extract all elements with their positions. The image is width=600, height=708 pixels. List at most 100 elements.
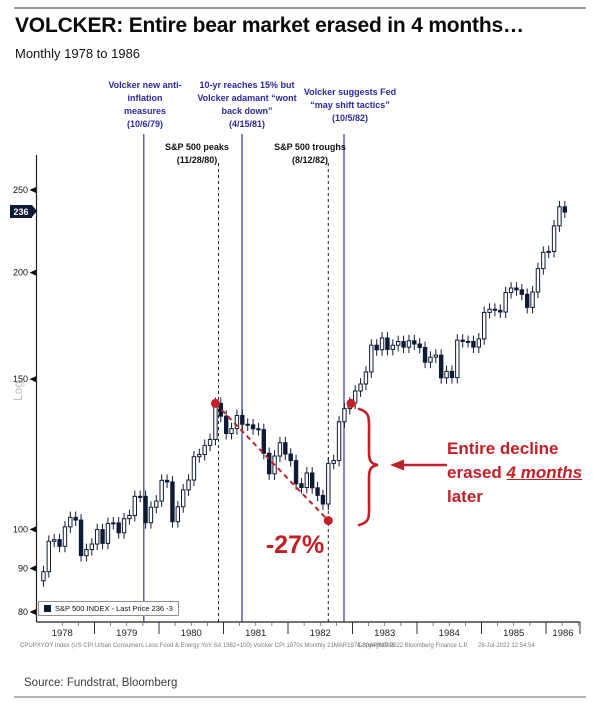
event-lines: [143, 134, 345, 622]
erased-brace: [357, 407, 379, 527]
candle-up: [557, 206, 562, 227]
candle-up: [326, 462, 331, 505]
candle-down: [460, 339, 465, 342]
candle-down: [143, 495, 148, 524]
annotation-shift-tactics: Volcker suggests Fed “may shift tactics”…: [303, 87, 397, 124]
candle-down: [261, 429, 267, 454]
candle-down: [449, 370, 455, 379]
x-axis-year-label: 1979: [116, 628, 137, 639]
candle-down: [320, 494, 326, 505]
candle-up: [363, 371, 369, 385]
candle-down: [309, 472, 315, 489]
candle-down: [412, 340, 417, 345]
y-axis-tick-label: 200: [13, 268, 28, 278]
page-subtitle: Monthly 1978 to 1986: [15, 46, 141, 61]
candle-up: [207, 438, 213, 446]
candle-up: [487, 308, 492, 313]
candle-up: [213, 402, 218, 440]
y-tick-arrow: [29, 186, 36, 193]
timestamp-footnote: 28-Jul-2022 12:54:54: [478, 643, 535, 649]
series-legend: S&P 500 INDEX - Last Price 236 -3: [38, 601, 179, 616]
y-axis-tick-label: 150: [13, 374, 28, 384]
candle-up: [342, 408, 347, 423]
axes: 250 200 150 100 90 80 1978 1979 1980 1981 1982 1983…: [13, 155, 581, 639]
candle-up: [541, 251, 546, 270]
candle-up: [89, 543, 95, 551]
red-annotations: [210, 398, 447, 527]
candle-up: [379, 337, 385, 351]
candles: [41, 200, 568, 587]
candle-down: [245, 423, 250, 426]
candle-up: [277, 442, 283, 457]
candle-up: [180, 489, 186, 508]
candle-up: [132, 495, 138, 517]
candle-up: [455, 339, 460, 379]
annotation-10yr-15pct: 10-yr reaches 15% but Volcker adamant “w…: [197, 80, 297, 130]
candle-up: [551, 225, 557, 252]
page-title: VOLCKER: Entire bear market erased in 4 …: [15, 14, 524, 37]
candle-down: [385, 337, 390, 350]
erased-line3: later: [447, 486, 483, 506]
y-tick-arrow: [29, 376, 36, 383]
x-axis-year-label: 1986: [552, 628, 573, 639]
candle-down: [471, 340, 476, 348]
y-tick-arrow: [29, 526, 36, 533]
candle-up: [395, 340, 401, 346]
series-swatch-icon: [44, 605, 51, 612]
candle-down: [492, 308, 498, 311]
candle-up: [197, 454, 202, 458]
candle-up: [428, 356, 433, 363]
candle-up: [175, 506, 181, 523]
candle-down: [519, 289, 525, 295]
candle-down: [438, 354, 444, 379]
candle-down: [299, 483, 304, 489]
candle-down: [498, 309, 503, 313]
candle-up: [336, 421, 342, 462]
candle-down: [283, 442, 288, 455]
candle-down: [250, 424, 256, 430]
annotation-anti-inflation: Volcker new anti- inflation measures (10…: [108, 80, 182, 130]
erased-arrow-head-icon: [390, 459, 404, 471]
erased-line2-em: 4 months: [506, 462, 583, 482]
candle-up: [406, 340, 412, 348]
candle-up: [234, 414, 240, 430]
candle-down: [100, 529, 105, 544]
x-axis-year-label: 1982: [310, 628, 331, 639]
copyright-footnote: Copyright© 2022 Bloomberg Finance L.P.: [358, 643, 469, 649]
candle-up: [358, 383, 363, 392]
candle-up: [68, 516, 73, 528]
candle-down: [293, 460, 299, 485]
candle-down: [374, 344, 379, 351]
annotation-sp500-troughs: S&P 500 troughs (8/12/82): [274, 142, 346, 166]
candle-up: [202, 444, 207, 456]
candle-up: [62, 526, 68, 547]
candle-up: [186, 479, 191, 491]
candle-up: [41, 571, 46, 582]
candle-down: [417, 343, 422, 348]
candle-up: [444, 370, 449, 379]
candle-up: [159, 479, 164, 502]
candle-down: [240, 414, 245, 425]
candle-down: [256, 428, 261, 431]
x-axis-year-label: 1983: [374, 628, 395, 639]
erased-line2-pre: erased: [447, 462, 507, 482]
candle-up: [127, 515, 132, 520]
candle-down: [288, 453, 293, 462]
top-divider: [14, 7, 586, 9]
x-axis-year-label: 1981: [245, 628, 266, 639]
candle-down: [266, 452, 272, 475]
candle-down: [223, 415, 229, 434]
bloomberg-ticker-footnote: CPUPXYOY Index (US CPI Urban Consumers L…: [20, 643, 395, 649]
source-attribution: Source: Fundstrat, Bloomberg: [24, 677, 178, 689]
candle-down: [78, 519, 84, 557]
x-axis-year-label: 1978: [52, 628, 73, 639]
y-axis-tick-label: 250: [13, 185, 28, 195]
candle-down: [562, 206, 568, 213]
y-axis-tick-label: 90: [18, 563, 28, 573]
candle-up: [229, 428, 234, 434]
candle-up: [369, 344, 374, 373]
candle-up: [154, 500, 159, 508]
candle-up: [535, 268, 541, 293]
candle-up: [94, 529, 100, 545]
y-axis-tick-label: 100: [13, 524, 28, 534]
